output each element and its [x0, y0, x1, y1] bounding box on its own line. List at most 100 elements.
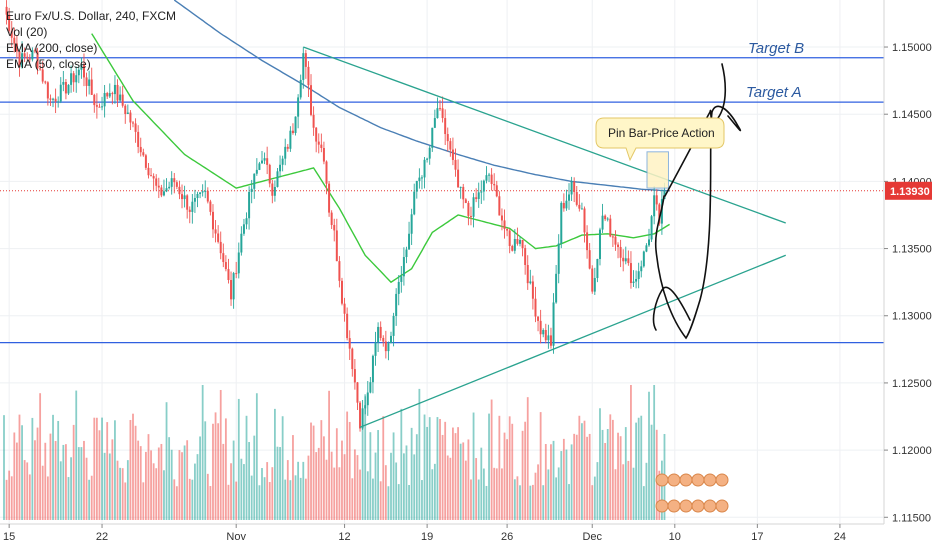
candle-body[interactable]: [606, 218, 609, 220]
candle-body[interactable]: [150, 175, 153, 177]
candle-body[interactable]: [39, 68, 42, 70]
candle-body[interactable]: [188, 209, 191, 212]
candle-body[interactable]: [98, 106, 101, 108]
candle-body[interactable]: [624, 258, 627, 262]
candle-body[interactable]: [155, 178, 158, 186]
candle-body[interactable]: [529, 281, 532, 284]
candle-body[interactable]: [549, 335, 552, 346]
candle-body[interactable]: [286, 146, 289, 149]
candle-body[interactable]: [235, 273, 238, 275]
candle-body[interactable]: [555, 273, 558, 303]
candle-body[interactable]: [72, 73, 75, 83]
candle-body[interactable]: [384, 341, 387, 352]
candle-body[interactable]: [609, 218, 612, 237]
candle-body[interactable]: [170, 178, 173, 187]
legend-symbol[interactable]: Euro Fx/U.S. Dollar, 240, FXCM: [6, 9, 177, 23]
candle-body[interactable]: [568, 194, 571, 201]
candle-body[interactable]: [361, 408, 364, 429]
target-b-label[interactable]: Target B: [748, 40, 804, 57]
candle-body[interactable]: [240, 233, 243, 253]
candle-body[interactable]: [583, 208, 586, 233]
candle-body[interactable]: [299, 79, 302, 98]
candle-body[interactable]: [227, 269, 230, 281]
candle-body[interactable]: [165, 188, 168, 192]
candle-body[interactable]: [330, 212, 333, 225]
candle-body[interactable]: [137, 131, 140, 147]
pin-bar-box[interactable]: [646, 151, 669, 189]
candle-body[interactable]: [82, 64, 85, 78]
candle-body[interactable]: [222, 253, 225, 263]
candle-body[interactable]: [637, 271, 640, 279]
candle-body[interactable]: [557, 243, 560, 274]
candle-body[interactable]: [588, 250, 591, 269]
candle-body[interactable]: [531, 281, 534, 299]
candle-body[interactable]: [480, 191, 483, 193]
candle-body[interactable]: [46, 82, 49, 99]
candle-body[interactable]: [519, 239, 521, 244]
candle-body[interactable]: [340, 280, 343, 304]
candle-body[interactable]: [537, 316, 540, 321]
candle-body[interactable]: [126, 112, 129, 114]
candle-body[interactable]: [635, 278, 638, 282]
candle-body[interactable]: [101, 106, 104, 108]
ema200-line[interactable]: [173, 0, 670, 192]
candle-body[interactable]: [312, 114, 315, 128]
candle-body[interactable]: [648, 239, 650, 246]
candle-body[interactable]: [49, 98, 52, 100]
candle-body[interactable]: [33, 50, 36, 52]
candle-body[interactable]: [209, 201, 212, 212]
candle-body[interactable]: [23, 53, 26, 57]
candle-body[interactable]: [162, 191, 165, 196]
candle-body[interactable]: [598, 229, 601, 260]
candle-body[interactable]: [591, 268, 594, 292]
candle-body[interactable]: [449, 141, 452, 150]
candle-body[interactable]: [338, 261, 341, 281]
candle-body[interactable]: [387, 343, 390, 352]
candle-body[interactable]: [604, 215, 607, 220]
candle-body[interactable]: [575, 192, 578, 205]
candle-body[interactable]: [418, 177, 421, 181]
candle-body[interactable]: [467, 202, 470, 216]
candle-body[interactable]: [490, 174, 493, 184]
candle-body[interactable]: [196, 193, 199, 198]
candle-body[interactable]: [343, 303, 346, 314]
candle-body[interactable]: [41, 69, 44, 82]
candle-body[interactable]: [655, 195, 658, 205]
candle-body[interactable]: [534, 298, 537, 317]
candle-body[interactable]: [258, 163, 261, 170]
candle-body[interactable]: [173, 178, 176, 183]
candle-body[interactable]: [95, 105, 98, 107]
candle-body[interactable]: [147, 167, 150, 176]
candle-body[interactable]: [59, 84, 62, 102]
candle-body[interactable]: [204, 190, 207, 192]
candle-body[interactable]: [21, 53, 24, 68]
candle-body[interactable]: [397, 281, 400, 294]
candle-body[interactable]: [371, 355, 374, 383]
candle-body[interactable]: [75, 75, 78, 83]
candle-body[interactable]: [325, 161, 328, 184]
candle-body[interactable]: [10, 30, 13, 38]
candle-body[interactable]: [5, 6, 8, 15]
candle-body[interactable]: [423, 159, 426, 178]
candle-body[interactable]: [596, 259, 599, 279]
candle-body[interactable]: [80, 64, 83, 70]
candle-body[interactable]: [436, 108, 439, 119]
candle-body[interactable]: [433, 118, 436, 128]
candle-body[interactable]: [139, 146, 142, 153]
candle-body[interactable]: [289, 130, 292, 149]
candle-body[interactable]: [472, 197, 475, 217]
candle-body[interactable]: [611, 236, 614, 238]
candle-body[interactable]: [93, 94, 96, 106]
candle-body[interactable]: [214, 229, 217, 234]
economic-event-icon[interactable]: [667, 473, 681, 487]
candle-body[interactable]: [201, 191, 204, 193]
candle-body[interactable]: [157, 185, 160, 188]
economic-event-icon[interactable]: [703, 473, 717, 487]
candle-body[interactable]: [328, 183, 331, 213]
candle-body[interactable]: [539, 320, 542, 335]
candle-body[interactable]: [297, 97, 300, 117]
candle-body[interactable]: [526, 264, 529, 284]
candle-body[interactable]: [632, 281, 635, 284]
candle-body[interactable]: [495, 185, 498, 197]
candle-body[interactable]: [294, 116, 297, 133]
